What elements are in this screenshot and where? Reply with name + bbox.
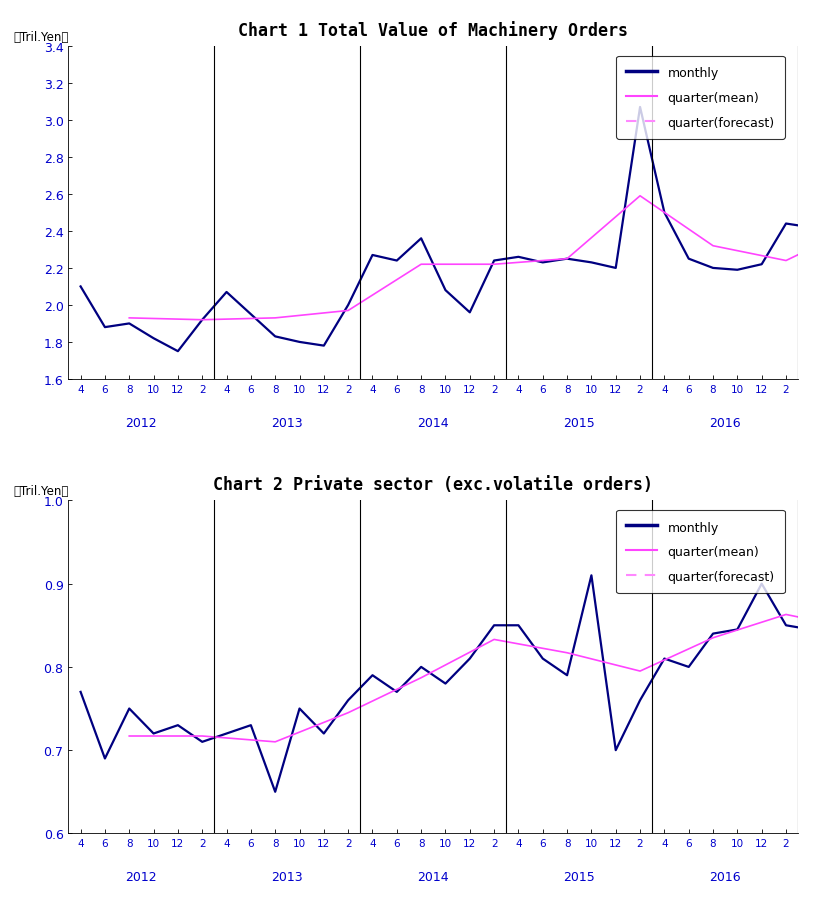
Text: 2012: 2012	[125, 870, 157, 883]
Title: Chart 1 Total Value of Machinery Orders: Chart 1 Total Value of Machinery Orders	[238, 21, 628, 40]
Text: 2016: 2016	[709, 416, 741, 429]
Text: 2015: 2015	[563, 870, 595, 883]
Title: Chart 2 Private sector (exc.volatile orders): Chart 2 Private sector (exc.volatile ord…	[213, 475, 654, 493]
Text: 2015: 2015	[563, 416, 595, 429]
Text: 〈Tril.Yen〉: 〈Tril.Yen〉	[14, 31, 69, 43]
Legend: monthly, quarter(mean), quarter(forecast): monthly, quarter(mean), quarter(forecast…	[616, 511, 785, 594]
Text: 2014: 2014	[418, 870, 449, 883]
Text: 2012: 2012	[125, 416, 157, 429]
Text: 2016: 2016	[709, 870, 741, 883]
Text: 2013: 2013	[272, 416, 303, 429]
Text: 2014: 2014	[418, 416, 449, 429]
Text: 〈Tril.Yen〉: 〈Tril.Yen〉	[14, 484, 69, 498]
Text: 2013: 2013	[272, 870, 303, 883]
Legend: monthly, quarter(mean), quarter(forecast): monthly, quarter(mean), quarter(forecast…	[616, 57, 785, 140]
